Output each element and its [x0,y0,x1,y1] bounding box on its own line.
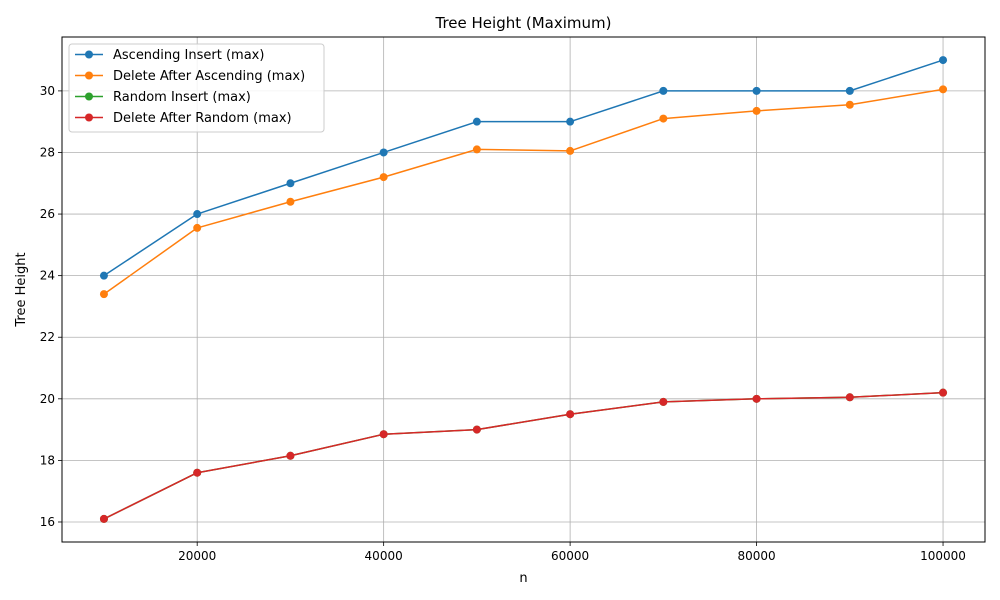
data-point [566,117,575,126]
series-lines [99,56,948,523]
data-point [659,86,668,95]
y-tick-label: 24 [40,269,55,283]
series-line [103,88,944,295]
data-point [939,85,948,94]
data-point [99,271,108,280]
y-tick-label: 16 [40,515,55,529]
data-point [939,388,948,397]
legend-label: Delete After Ascending (max) [113,69,305,84]
chart-title: Tree Height (Maximum) [435,14,612,32]
data-point [99,514,108,523]
legend-label: Random Insert (max) [113,90,251,105]
plot-frame [61,36,986,543]
data-point [286,179,295,188]
legend-swatch-marker [85,92,93,101]
y-tick-label: 18 [40,453,55,467]
legend-item: Delete After Random (max) [75,111,292,126]
y-tick-label: 20 [40,392,55,406]
data-point [845,100,854,109]
x-tick-label: 40000 [365,549,403,563]
data-point [379,173,388,182]
data-point [193,210,202,219]
data-point [566,146,575,155]
data-point [752,106,761,115]
data-point [472,117,481,126]
data-point [472,145,481,154]
data-point [193,223,202,232]
axis-ticks: 20000 40000 60000 80000 100000 16 18 20 22 24 26 28… [40,84,966,563]
data-point [659,114,668,123]
y-tick-label: 28 [40,145,55,159]
x-tick-label: 20000 [178,549,216,563]
series-4 [99,388,948,523]
x-tick-label: 60000 [551,549,589,563]
x-tick-label: 100000 [920,549,966,563]
data-point [379,148,388,157]
series-2 [99,85,948,299]
data-point [845,393,854,402]
legend-item: Random Insert (max) [75,90,251,105]
legend: Ascending Insert (max) Delete After Ascen… [68,43,325,133]
legend-swatch-marker [85,50,93,59]
y-axis-label: Tree Height [14,252,29,327]
data-point [286,197,295,206]
x-tick-label: 80000 [737,549,775,563]
legend-item: Delete After Ascending (max) [75,69,305,84]
x-axis-label: n [519,571,527,586]
data-point [752,394,761,403]
y-tick-label: 30 [40,84,55,98]
data-point [286,451,295,460]
data-point [193,468,202,477]
legend-item: Ascending Insert (max) [75,48,264,63]
data-point [379,430,388,439]
legend-box [68,43,325,133]
data-point [99,290,108,299]
data-point [939,56,948,65]
series-line [103,391,944,520]
legend-label: Ascending Insert (max) [113,48,264,63]
legend-swatch-marker [85,71,93,80]
data-point [845,86,854,95]
data-point [566,410,575,419]
legend-swatch-marker [85,113,93,122]
y-tick-label: 26 [40,207,55,221]
series-1 [99,56,948,280]
series-line [103,59,944,277]
data-point [752,86,761,95]
data-point [472,425,481,434]
y-tick-label: 22 [40,330,55,344]
data-point [659,397,668,406]
legend-label: Delete After Random (max) [113,111,292,126]
